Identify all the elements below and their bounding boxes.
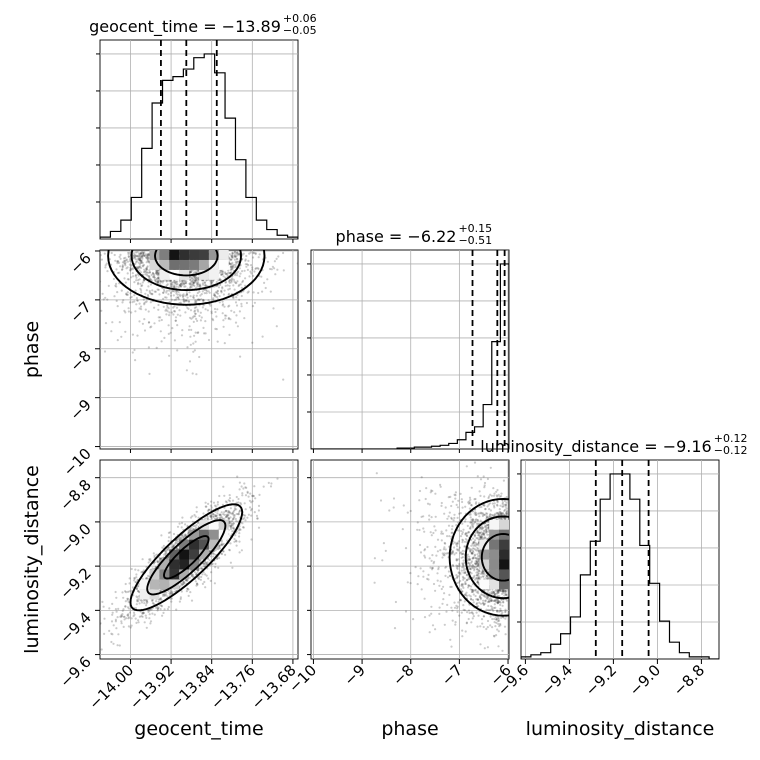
title-main: phase = −6.22	[336, 227, 457, 246]
y-tick-label: −9.4	[56, 608, 94, 646]
contour-level-2	[130, 250, 242, 292]
contours	[107, 250, 266, 306]
title-main: geocent_time = −13.89	[89, 17, 281, 37]
histogram-phase	[311, 263, 509, 449]
contour-level-1	[129, 503, 244, 612]
x-tick-label: −9	[341, 661, 369, 689]
y-tick-label: −9.6	[56, 653, 94, 691]
y-tick-label: −8.8	[56, 476, 94, 514]
title-upper-error: +0.12	[714, 432, 748, 445]
panel-geocent_time-vs-luminosity_distance	[99, 459, 299, 660]
title-upper-error: +0.06	[283, 12, 317, 25]
panel-frame	[99, 249, 299, 450]
title-lower-error: −0.51	[458, 234, 492, 247]
y-tick-label: −6	[66, 249, 94, 277]
x-axis-label-luminosity_distance: luminosity_distance	[526, 718, 715, 740]
y-axis-label-luminosity_distance: luminosity_distance	[21, 465, 43, 654]
panel-frame	[310, 459, 510, 660]
histogram-luminosity_distance	[521, 473, 719, 659]
contour-level-3	[480, 532, 509, 582]
contour-level-2	[146, 519, 227, 596]
y-tick-label: −9	[66, 396, 94, 424]
diag-panel-luminosity_distance: luminosity_distance = −9.16 +0.12−0.12	[480, 432, 747, 660]
grid	[311, 460, 509, 659]
panel-frame	[310, 249, 510, 450]
contour-level-1	[448, 497, 509, 617]
x-tick-label: −9.2	[582, 661, 620, 699]
title-phase: phase = −6.22 +0.15−0.51	[336, 222, 493, 247]
contour-level-1	[107, 250, 266, 306]
diag-panel-geocent_time: geocent_time = −13.89 +0.06−0.05	[89, 12, 317, 240]
y-tick-label: −9.2	[56, 564, 94, 602]
title-lower-error: −0.05	[283, 24, 317, 37]
y-axis-label-phase: phase	[21, 321, 43, 378]
grid	[311, 250, 509, 449]
grid	[100, 40, 298, 239]
x-tick-label: −9.0	[626, 661, 664, 699]
contours	[448, 497, 509, 617]
panel-frame	[99, 39, 299, 240]
x-tick-label: −9.4	[538, 661, 576, 699]
contour-level-3	[163, 535, 210, 580]
x-axis-label-geocent_time: geocent_time	[134, 718, 263, 740]
contour-level-2	[464, 515, 509, 600]
title-upper-error: +0.15	[458, 222, 492, 235]
diag-panel-phase: phase = −6.22 +0.15−0.51	[307, 222, 510, 450]
title-luminosity_distance: luminosity_distance = −9.16 +0.12−0.12	[480, 432, 747, 457]
x-tick-label: −7	[438, 661, 466, 689]
x-tick-label: −8.8	[670, 661, 708, 699]
x-tick-label: −8	[389, 661, 417, 689]
panel-phase-vs-luminosity_distance	[310, 459, 510, 660]
y-tick-label: −10	[60, 445, 95, 480]
contour-level-3	[154, 250, 219, 277]
y-tick-label: −8	[66, 347, 94, 375]
x-axis-label-phase: phase	[381, 718, 438, 740]
panel-geocent_time-vs-phase	[99, 249, 299, 450]
panel-frame	[520, 459, 720, 660]
contours	[129, 503, 244, 612]
title-main: luminosity_distance = −9.16	[480, 437, 711, 457]
y-axis-phase: −10 −9 −8 −7 −6 phase	[21, 249, 100, 480]
histogram-geocent_time	[100, 53, 298, 239]
title-lower-error: −0.12	[714, 444, 748, 457]
grid	[521, 460, 719, 659]
y-tick-label: −7	[66, 298, 94, 326]
title-geocent_time: geocent_time = −13.89 +0.06−0.05	[89, 12, 317, 37]
y-tick-label: −9.0	[56, 520, 94, 558]
